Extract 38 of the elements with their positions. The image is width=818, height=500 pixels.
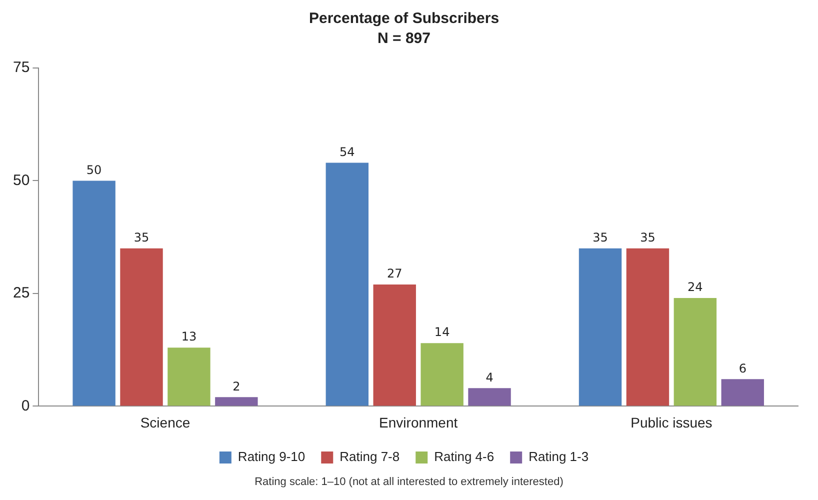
bar	[721, 379, 764, 406]
bar	[72, 180, 116, 406]
data-label: 27	[386, 266, 402, 281]
bar	[674, 298, 717, 406]
text: Rating scale: 1–10 (not at all interested to extremely interested)	[254, 476, 564, 488]
bar	[326, 162, 369, 406]
data-label: 54	[340, 144, 355, 159]
y-tick-label: 50	[12, 172, 30, 189]
bar	[626, 248, 670, 406]
bar	[120, 248, 163, 406]
y-tick-label: 25	[12, 284, 30, 302]
bar	[373, 284, 416, 406]
chart-title: Percentage of Subscribers	[308, 10, 500, 28]
data-label: 24	[688, 280, 703, 294]
legend-label: Rating 9-10	[238, 449, 306, 464]
data-label: 14	[434, 325, 450, 340]
data-label: 35	[592, 230, 608, 244]
data-label: 35	[640, 230, 656, 244]
legend-label: Rating 7-8	[340, 449, 400, 464]
bar	[578, 248, 622, 406]
bar	[215, 397, 258, 406]
data-label: 2	[232, 379, 240, 394]
data-label: 13	[181, 330, 197, 344]
bar	[168, 348, 210, 406]
data-label: 4	[486, 370, 494, 384]
x-tick-label: Science	[140, 414, 190, 430]
x-tick-label: Public issues	[630, 414, 712, 430]
data-label: 6	[738, 361, 746, 376]
chart-subtitle: N = 897	[378, 30, 430, 48]
y-tick-label: 0	[21, 397, 30, 414]
data-label: 50	[86, 162, 102, 177]
bar	[420, 343, 464, 406]
bar	[468, 388, 511, 406]
y-tick-label: 75	[12, 59, 30, 76]
legend-label: Rating 4-6	[434, 449, 494, 464]
x-tick-label: Environment	[379, 414, 458, 430]
legend-label: Rating 1-3	[528, 449, 589, 464]
data-label: 35	[134, 230, 150, 244]
